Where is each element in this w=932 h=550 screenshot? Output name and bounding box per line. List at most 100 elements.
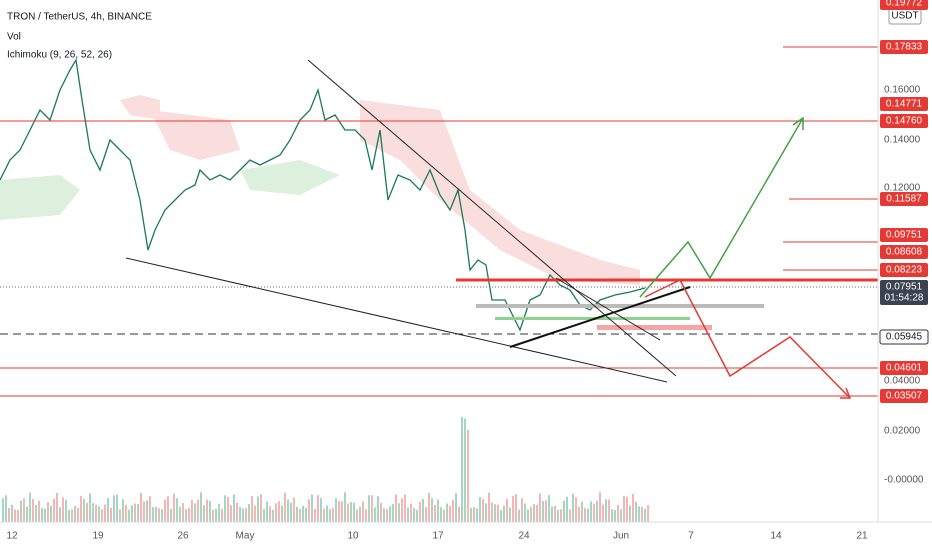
volume-bar <box>104 504 106 522</box>
volume-bar <box>494 504 496 522</box>
volume-bar <box>8 507 10 522</box>
volume-bar <box>425 507 427 522</box>
time-label: 10 <box>347 531 359 542</box>
volume-bar <box>251 496 253 522</box>
volume-bar <box>2 498 4 522</box>
volume-bar <box>125 504 127 522</box>
volume-bar <box>329 509 331 522</box>
volume-bar <box>524 503 526 522</box>
price-marker <box>880 114 928 128</box>
volume-bar <box>14 509 16 522</box>
price-marker-label: 0.07951 <box>886 282 923 293</box>
volume-bar <box>293 497 295 522</box>
volume-bar <box>143 501 145 522</box>
volume-bar <box>284 492 286 522</box>
volume-bar <box>53 498 55 522</box>
volume-bar <box>17 509 19 522</box>
volume-bar <box>605 499 607 522</box>
zone <box>597 325 712 330</box>
volume-bar <box>434 504 436 522</box>
volume-bar <box>122 499 124 522</box>
volume-bar <box>224 495 226 522</box>
volume-bar <box>353 502 355 522</box>
volume-bar <box>305 507 307 522</box>
volume-bar <box>215 508 217 522</box>
price-marker-label: 0.08608 <box>886 247 923 258</box>
volume-bar <box>554 506 556 522</box>
volume-bar <box>110 507 112 522</box>
volume-bar <box>287 499 289 522</box>
volume-bar <box>128 509 130 522</box>
volume-bar <box>380 502 382 522</box>
volume-bar <box>206 499 208 522</box>
volume-bar <box>89 493 91 522</box>
volume-bar <box>629 505 631 522</box>
volume-bar <box>356 509 358 522</box>
volume-bar <box>266 501 268 522</box>
volume-bar <box>503 505 505 522</box>
volume-bar <box>197 499 199 522</box>
volume-bar <box>452 499 454 522</box>
volume-bar <box>146 500 148 522</box>
cloud-red <box>120 95 640 285</box>
volume-bar <box>398 503 400 522</box>
time-label: May <box>236 531 255 542</box>
price-marker <box>880 280 928 294</box>
trend-line <box>307 59 677 377</box>
volume-bar <box>518 509 520 522</box>
volume-bar <box>428 492 430 522</box>
volume-bar <box>161 509 163 522</box>
volume-bar <box>302 505 304 522</box>
volume-bar <box>164 499 166 522</box>
volume-bar <box>101 509 103 522</box>
volume-bar <box>77 507 79 522</box>
volume-bar <box>152 507 154 522</box>
price-label: 0.14000 <box>884 135 921 146</box>
volume-bar <box>20 500 22 522</box>
volume-bar <box>239 506 241 522</box>
volume-bar <box>485 503 487 522</box>
volume-bar <box>410 503 412 522</box>
price-marker <box>880 97 928 111</box>
volume-bar <box>542 501 544 522</box>
volume-bar <box>167 496 169 522</box>
volume-bar <box>41 508 43 522</box>
volume-bar <box>590 501 592 522</box>
volume-bar <box>608 499 610 522</box>
volume-bar <box>533 504 535 522</box>
volume-bar <box>65 499 67 522</box>
volume-bar <box>35 504 37 522</box>
volume-bar <box>614 509 616 522</box>
volume-bar <box>440 507 442 522</box>
price-label: 0.02000 <box>884 426 921 437</box>
volume-bar <box>587 508 589 522</box>
volume-bar <box>188 508 190 522</box>
price-marker <box>880 192 928 206</box>
price-label: 0.12000 <box>884 183 921 194</box>
volume-bar <box>176 498 178 522</box>
volume-bar <box>44 508 46 522</box>
volume-bar <box>521 498 523 522</box>
volume-bar <box>59 507 61 522</box>
volume-bar <box>200 492 202 522</box>
volume-bar <box>548 495 550 522</box>
price-marker <box>880 263 928 277</box>
volume-bar <box>26 506 28 522</box>
zone <box>476 304 764 308</box>
volume-bar <box>644 508 646 522</box>
indicator: Vol <box>7 32 21 43</box>
volume-bar <box>323 508 325 522</box>
price-label: 0.16000 <box>884 85 921 96</box>
volume-bar <box>278 501 280 522</box>
volume-bar <box>572 493 574 522</box>
volume-bar <box>83 498 85 522</box>
price-label: 0.04000 <box>884 376 921 387</box>
volume-bar <box>476 508 478 522</box>
volume-bar <box>80 495 82 522</box>
volume-bar <box>245 508 247 522</box>
volume-bar <box>137 504 139 522</box>
volume-bar <box>617 505 619 522</box>
volume-bar <box>371 495 373 522</box>
volume-bar <box>347 503 349 522</box>
volume-bar <box>632 493 634 522</box>
